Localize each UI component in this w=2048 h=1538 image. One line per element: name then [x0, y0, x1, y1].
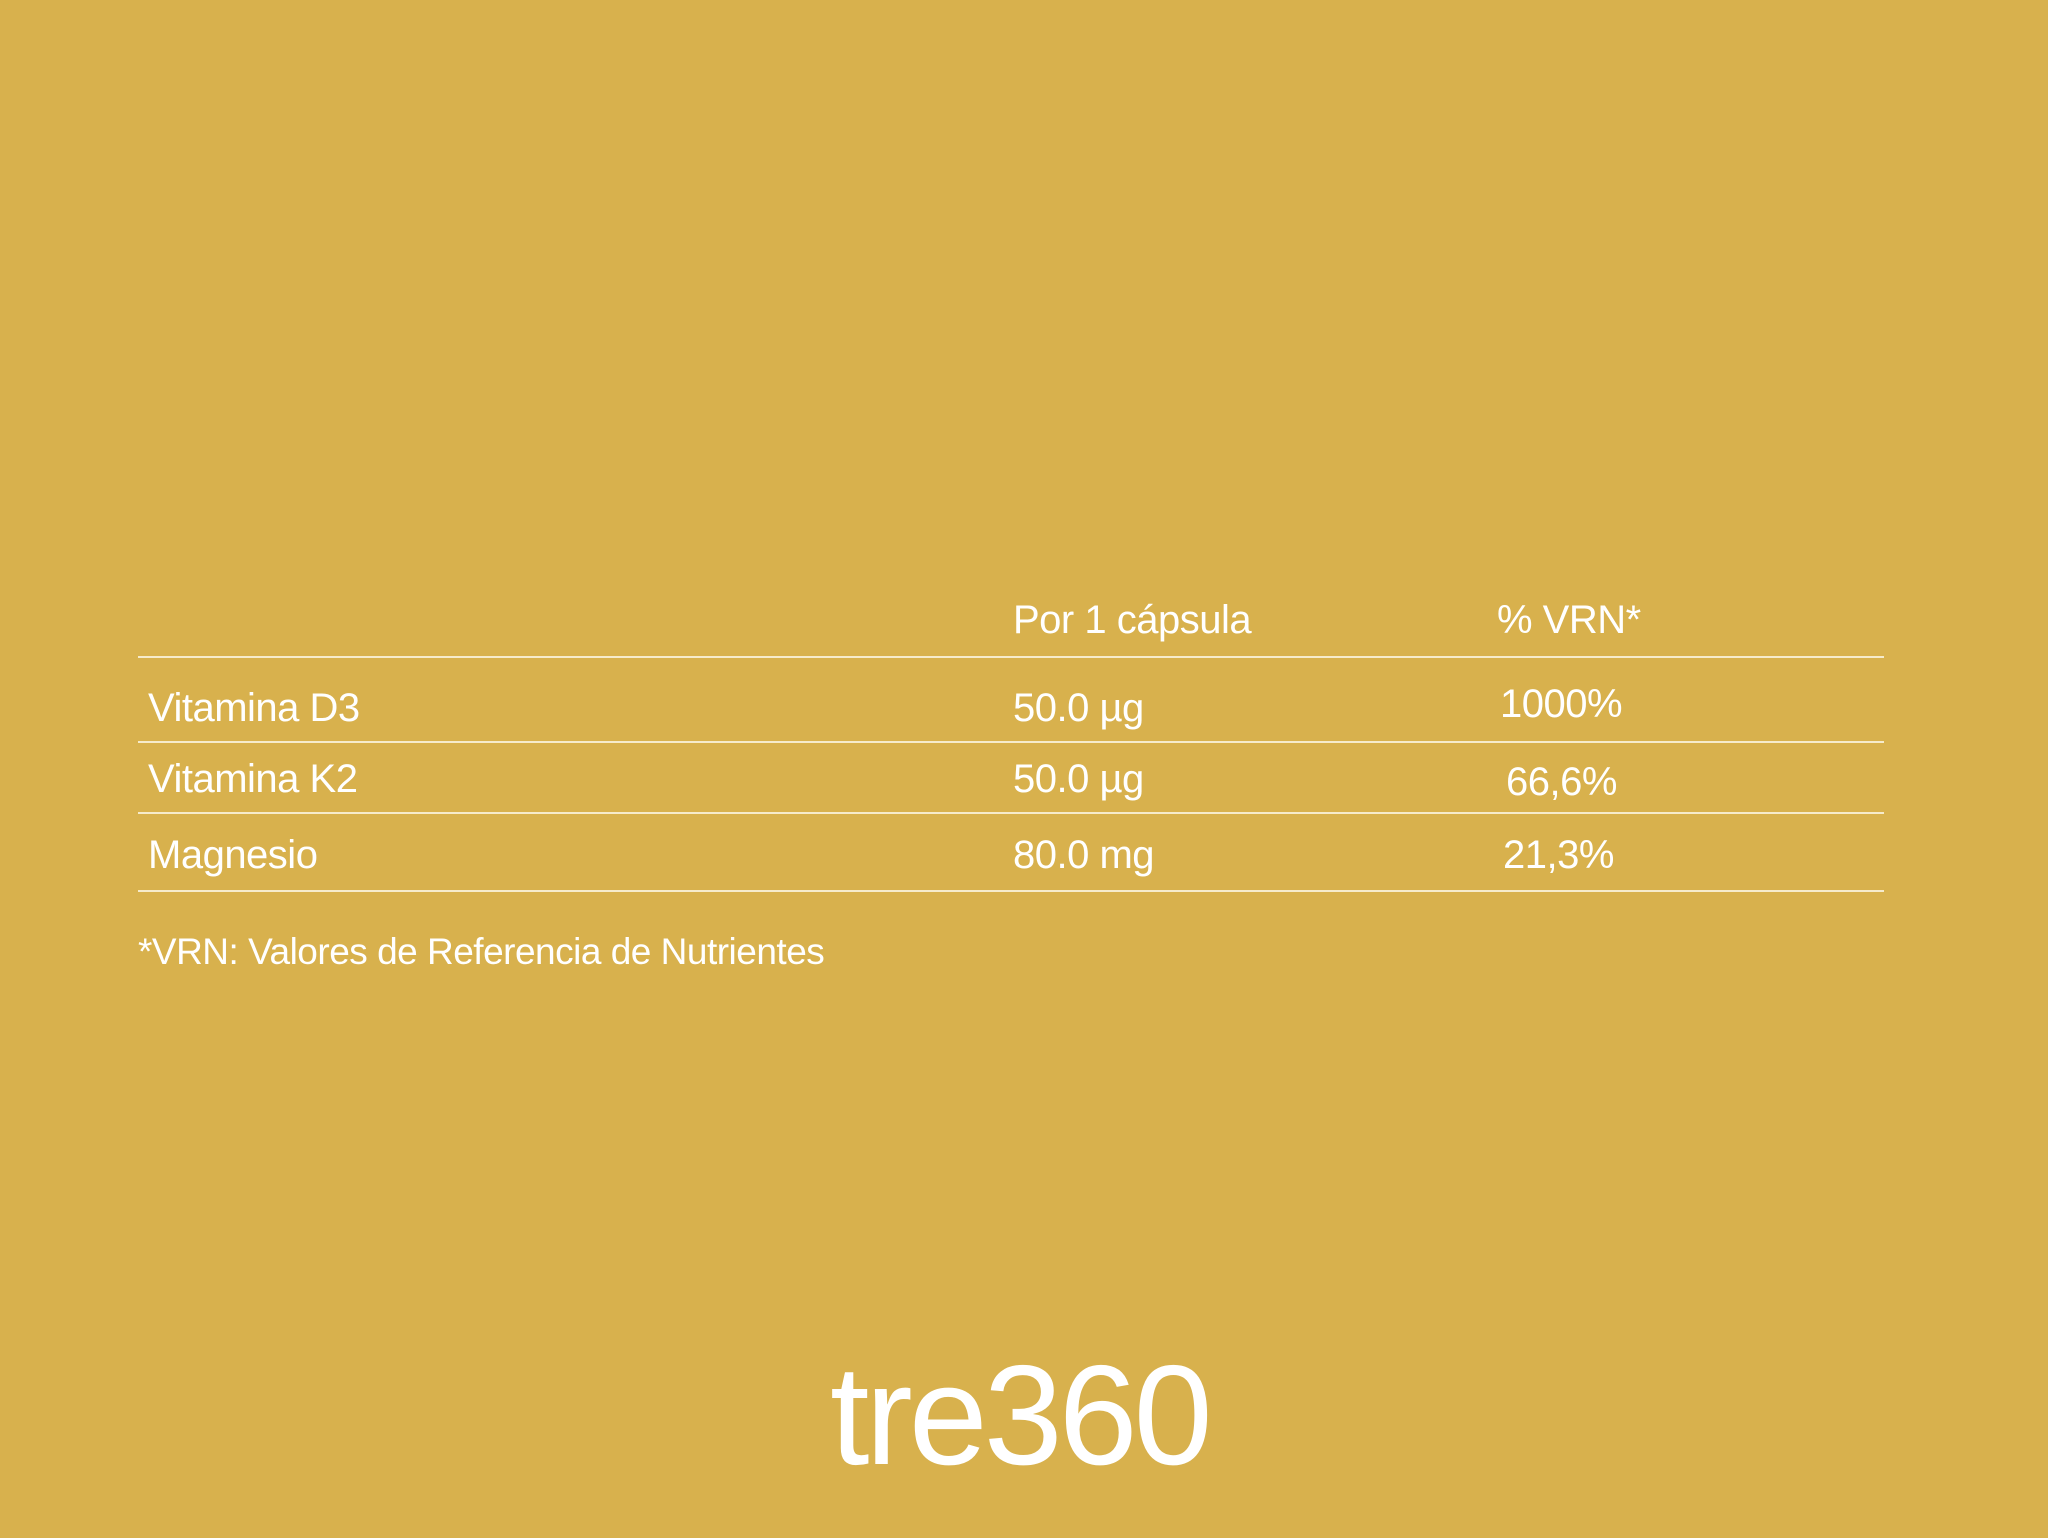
nutrient-amount: 50.0 µg — [1013, 686, 1144, 730]
nutrient-vrn: 66,6% — [1506, 760, 1617, 804]
divider — [138, 812, 1884, 814]
header-vrn: % VRN* — [1497, 598, 1641, 642]
divider — [138, 656, 1884, 658]
nutrient-name: Vitamina D3 — [148, 686, 360, 730]
brand-logo: tre360 — [830, 1336, 1213, 1495]
nutrient-name: Vitamina K2 — [148, 757, 358, 801]
divider — [138, 890, 1884, 892]
nutrient-vrn: 1000% — [1500, 682, 1623, 726]
nutrient-amount: 50.0 µg — [1013, 757, 1144, 801]
header-per-capsule: Por 1 cápsula — [1013, 598, 1252, 642]
nutrient-amount: 80.0 mg — [1013, 833, 1155, 877]
nutrient-name: Magnesio — [148, 833, 318, 877]
nutrient-vrn: 21,3% — [1503, 833, 1614, 877]
divider — [138, 741, 1884, 743]
footnote: *VRN: Valores de Referencia de Nutriente… — [138, 931, 825, 972]
